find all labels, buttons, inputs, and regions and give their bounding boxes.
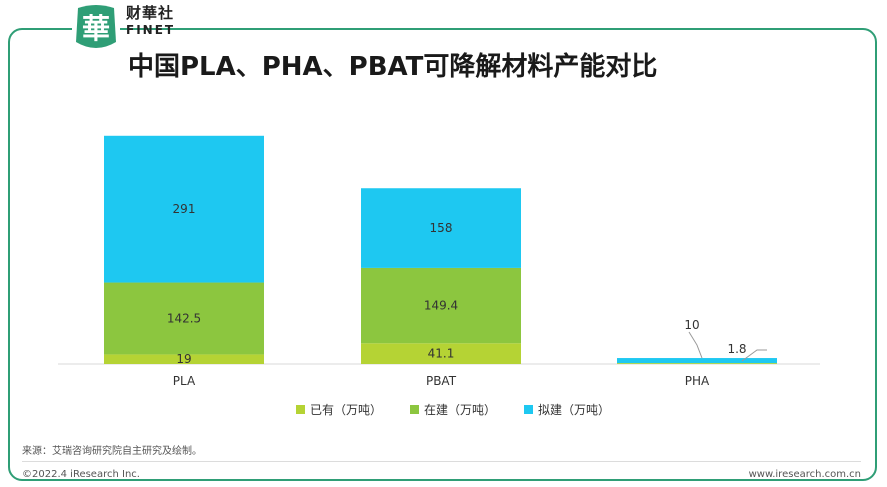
data-label-pla-0: 19: [176, 352, 191, 366]
footer-divider: [22, 461, 861, 462]
leader-line-pha-1: [741, 349, 767, 362]
data-label-pla-1: 142.5: [167, 311, 201, 325]
legend-item-1: 在建（万吨）: [410, 401, 496, 418]
brand-name-cn: 财華社: [126, 4, 175, 22]
data-label-pla-2: 291: [173, 202, 196, 216]
bar-pbat-2: [361, 188, 521, 268]
bar-pla-2: [104, 135, 264, 283]
finet-logo-text: 财華社 FINET: [126, 4, 176, 37]
legend-item-2: 拟建（万吨）: [524, 401, 610, 418]
legend-label-0: 已有（万吨）: [310, 403, 383, 417]
leader-line-pha-0: [688, 331, 703, 359]
category-label-pha: PHA: [685, 374, 710, 388]
chart-frame: [8, 28, 877, 481]
data-label-pha-2: 10: [684, 318, 699, 332]
legend-label-1: 在建（万吨）: [424, 403, 497, 417]
data-label-pbat-2: 158: [430, 221, 453, 235]
legend-swatch-1: [410, 405, 420, 414]
bar-pla-0: [104, 354, 264, 364]
bar-pbat-1: [361, 267, 521, 344]
bar-pha-0: [617, 363, 777, 364]
footer-site: www.iresearch.com.cn: [748, 469, 861, 480]
brand-name-en: FINET: [126, 23, 176, 37]
chart-title: 中国PLA、PHA、PBAT可降解材料产能对比: [128, 52, 658, 82]
data-label-pbat-0: 41.1: [428, 347, 455, 361]
source-note: 来源：艾瑞咨询研究院自主研究及绘制。: [22, 446, 202, 457]
bar-pha-2: [617, 358, 777, 364]
chart-legend: 已有（万吨） 在建（万吨） 拟建（万吨）: [296, 401, 610, 418]
data-label-pha-0: 1.8: [727, 342, 746, 356]
legend-item-0: 已有（万吨）: [296, 401, 382, 418]
data-label-pbat-1: 149.4: [424, 299, 458, 313]
category-label-pla: PLA: [173, 374, 196, 388]
legend-swatch-0: [296, 405, 305, 414]
legend-label-2: 拟建（万吨）: [538, 403, 611, 417]
bar-pla-1: [104, 282, 264, 355]
bar-pbat-0: [361, 343, 521, 364]
category-label-pbat: PBAT: [426, 374, 457, 388]
footer-copyright: ©2022.4 iResearch Inc.: [22, 469, 140, 480]
legend-swatch-2: [524, 405, 534, 414]
svg-text:華: 華: [82, 12, 110, 45]
finet-logo-seal: 華: [72, 2, 120, 54]
